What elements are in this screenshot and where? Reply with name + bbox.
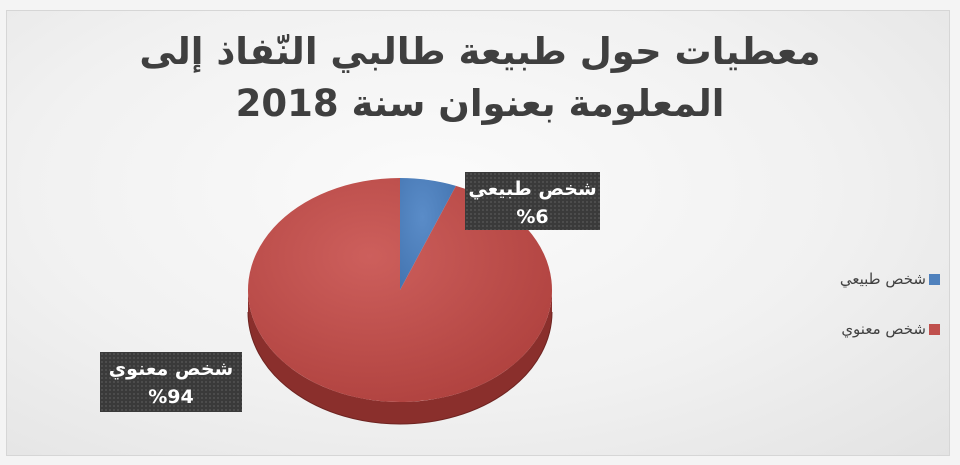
pie-side-wall bbox=[248, 290, 552, 424]
legend-item-natural-person: شخص طبيعي bbox=[840, 270, 940, 288]
data-label-percent: %6 bbox=[516, 206, 549, 228]
legend-label: شخص معنوي bbox=[841, 320, 926, 338]
legend-swatch-blue bbox=[929, 273, 940, 285]
legend-swatch-red bbox=[929, 323, 940, 335]
legend-label: شخص طبيعي bbox=[839, 270, 926, 288]
data-label-percent: %94 bbox=[148, 386, 194, 408]
pie-bottom-rim bbox=[247, 311, 553, 425]
data-label-category: شخص معنوي bbox=[108, 358, 234, 380]
data-label-legal-person: شخص معنوي %94 bbox=[100, 352, 242, 412]
pie-slice-legal-person bbox=[247, 178, 552, 402]
data-label-category: شخص طبيعي bbox=[468, 178, 597, 200]
chart-title: معطيات حول طبيعة طالبي النّفاذ إلى المعل… bbox=[139, 30, 821, 125]
data-label-natural-person: شخص طبيعي %6 bbox=[465, 172, 600, 230]
legend-item-legal-person: شخص معنوي bbox=[841, 320, 940, 338]
pie-slice-natural-person bbox=[400, 178, 456, 290]
